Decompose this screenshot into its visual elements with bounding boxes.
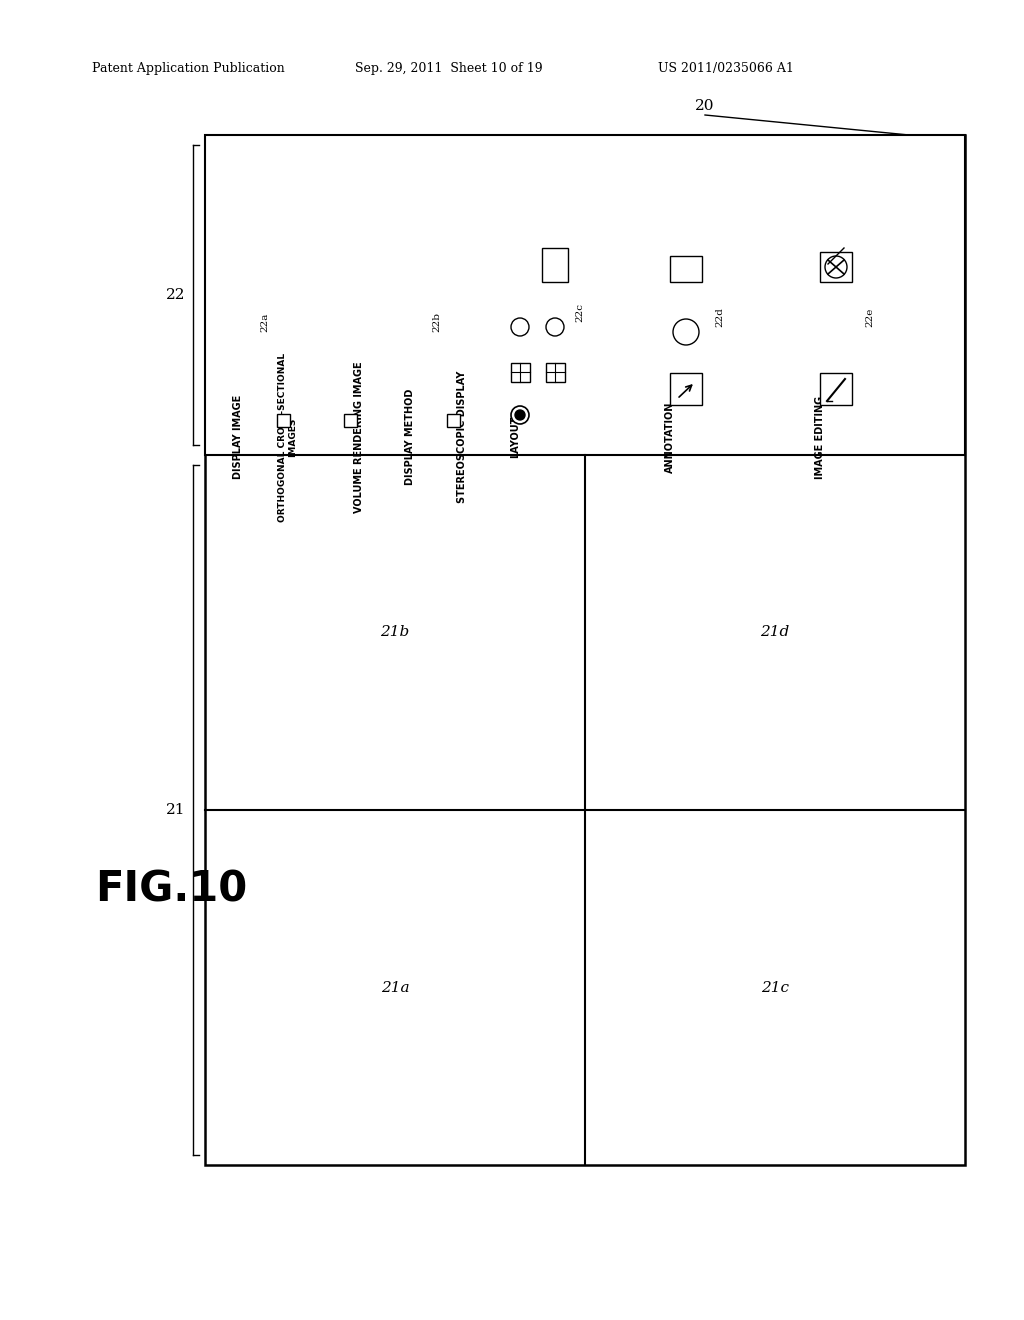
Text: 21c: 21c bbox=[761, 981, 790, 994]
Text: US 2011/0235066 A1: US 2011/0235066 A1 bbox=[658, 62, 794, 75]
Circle shape bbox=[825, 256, 847, 279]
Circle shape bbox=[515, 411, 525, 420]
Text: Sep. 29, 2011  Sheet 10 of 19: Sep. 29, 2011 Sheet 10 of 19 bbox=[355, 62, 543, 75]
Text: ✓: ✓ bbox=[345, 417, 354, 426]
Text: LAYOUT: LAYOUT bbox=[510, 416, 520, 458]
Text: 22: 22 bbox=[166, 288, 185, 302]
Circle shape bbox=[511, 407, 529, 424]
Text: 22c: 22c bbox=[575, 304, 585, 322]
Bar bbox=[542, 248, 568, 282]
Text: 21a: 21a bbox=[381, 981, 410, 994]
Text: ✓: ✓ bbox=[279, 417, 288, 426]
Bar bbox=[446, 414, 460, 426]
Text: Patent Application Publication: Patent Application Publication bbox=[92, 62, 285, 75]
Bar bbox=[670, 374, 702, 405]
Bar bbox=[670, 256, 702, 282]
Text: 22e: 22e bbox=[865, 308, 874, 327]
Bar bbox=[276, 414, 290, 426]
Text: 21: 21 bbox=[166, 803, 185, 817]
Bar bbox=[205, 135, 965, 1166]
Text: ANNOTATION: ANNOTATION bbox=[665, 401, 675, 473]
Text: 22d: 22d bbox=[716, 308, 725, 327]
Text: text: text bbox=[677, 264, 695, 273]
Circle shape bbox=[546, 318, 564, 337]
Bar bbox=[205, 135, 965, 455]
Text: STEREOSCOPIC DISPLAY: STEREOSCOPIC DISPLAY bbox=[457, 371, 467, 503]
Text: 22a: 22a bbox=[260, 313, 269, 333]
Text: 21d: 21d bbox=[761, 626, 790, 639]
Text: 20: 20 bbox=[695, 99, 715, 114]
Circle shape bbox=[511, 318, 529, 337]
Bar bbox=[546, 363, 564, 381]
Text: 22b: 22b bbox=[432, 312, 441, 333]
Text: FIG.10: FIG.10 bbox=[95, 869, 247, 911]
Bar bbox=[820, 374, 852, 405]
Text: ✓: ✓ bbox=[449, 417, 458, 426]
Bar bbox=[511, 363, 529, 381]
Text: ORTHOGONAL CROSS-SECTIONAL
IMAGES: ORTHOGONAL CROSS-SECTIONAL IMAGES bbox=[279, 352, 297, 521]
Text: 21b: 21b bbox=[380, 626, 410, 639]
Text: DISPLAY METHOD: DISPLAY METHOD bbox=[406, 389, 415, 486]
Text: IMAGE EDITING: IMAGE EDITING bbox=[815, 396, 825, 479]
Bar bbox=[820, 252, 852, 282]
Text: DISPLAY IMAGE: DISPLAY IMAGE bbox=[233, 395, 243, 479]
Circle shape bbox=[673, 319, 699, 345]
Text: VOLUME RENDERING IMAGE: VOLUME RENDERING IMAGE bbox=[354, 362, 364, 512]
Bar bbox=[343, 414, 356, 426]
